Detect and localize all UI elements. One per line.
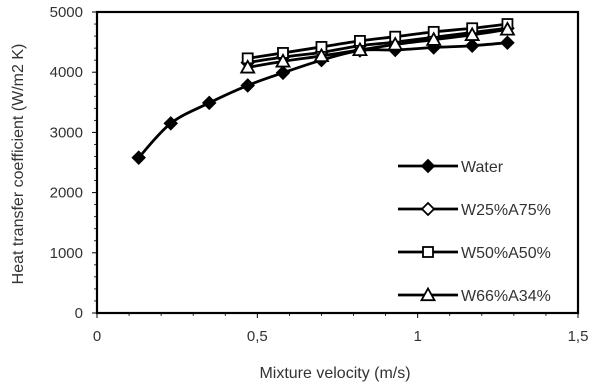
data-point [464,26,481,41]
x-tick-label: 0 [93,328,101,345]
legend-label: Water [461,159,504,176]
data-point [500,35,515,50]
axis-ticks: 0 1000 2000 3000 4000 5000 0 0,5 1 1,5 [50,4,589,345]
data-point [131,150,146,165]
y-axis-title: Heat transfer coefficient (W/m2 K) [10,44,27,285]
legend-marker [419,286,437,302]
legend-marker [420,158,436,174]
legend-item-0: Water [398,158,504,176]
data-point [163,116,179,131]
legend-marker [422,246,434,258]
data-point [240,78,255,93]
y-tick-label: 0 [75,305,83,322]
data-point [387,36,404,51]
y-tick-label: 4000 [50,64,83,81]
legend-label: W25%A75% [461,202,551,219]
x-tick-label: 1 [413,328,421,345]
legend-item-1: W25%A75% [398,201,551,219]
data-point [201,95,217,111]
legend-label: W66%A34% [461,288,551,305]
data-point [313,47,330,63]
data-point [425,31,442,46]
data-point [464,38,480,53]
data-point [275,65,291,81]
data-point [499,21,516,36]
y-tick-label: 1000 [50,245,83,262]
series-3 [239,21,516,74]
y-tick-label: 5000 [50,4,83,21]
legend-label: W50%A50% [461,245,551,262]
series-group [131,18,516,165]
x-tick-label: 1,5 [568,328,589,345]
legend-item-2: W50%A50% [398,245,551,262]
legend-item-3: W66%A34% [398,286,551,305]
y-tick-label: 3000 [50,124,83,141]
data-point [274,53,292,68]
legend: Water W25%A75% W50%A50% W66%A34% [398,158,551,305]
axes [95,10,580,315]
plot-frame [95,10,580,315]
x-tick-label: 0,5 [247,328,268,345]
y-tick-label: 2000 [50,185,83,202]
data-point [351,41,368,57]
x-axis-title: Mixture velocity (m/s) [259,365,410,382]
legend-marker [420,201,436,217]
data-point [239,59,256,74]
